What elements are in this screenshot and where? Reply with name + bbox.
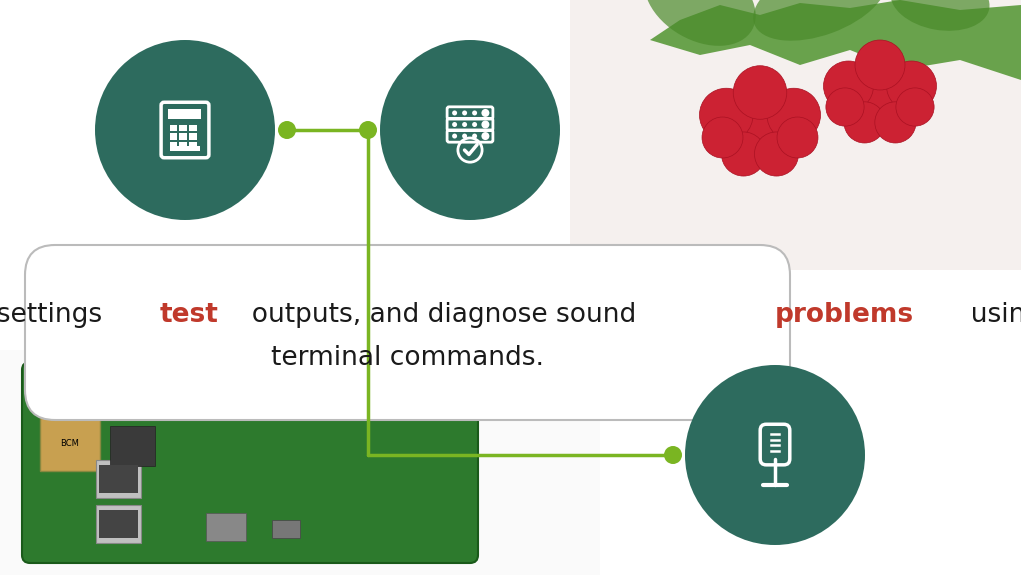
- Bar: [190, 133, 197, 140]
- Text: using: using: [955, 302, 1021, 328]
- Bar: [169, 133, 178, 140]
- Bar: [570, 0, 1021, 270]
- Bar: [272, 520, 300, 538]
- Circle shape: [481, 109, 489, 117]
- Bar: [99, 465, 138, 493]
- Circle shape: [767, 88, 821, 142]
- Text: terminal commands.: terminal commands.: [271, 345, 544, 371]
- Bar: [110, 426, 155, 466]
- Bar: [162, 375, 329, 403]
- Circle shape: [826, 88, 864, 126]
- Circle shape: [824, 61, 874, 111]
- Bar: [96, 460, 141, 498]
- Circle shape: [844, 102, 885, 143]
- Bar: [169, 125, 178, 131]
- Ellipse shape: [753, 0, 887, 41]
- Bar: [180, 142, 187, 149]
- Circle shape: [452, 122, 457, 127]
- Circle shape: [380, 40, 560, 220]
- Text: test: test: [159, 302, 218, 328]
- Circle shape: [481, 121, 489, 128]
- Circle shape: [481, 132, 489, 140]
- Circle shape: [472, 133, 477, 139]
- Circle shape: [702, 117, 743, 158]
- Bar: [180, 125, 187, 131]
- Circle shape: [452, 110, 457, 116]
- Bar: [168, 109, 201, 119]
- Bar: [190, 125, 197, 131]
- Bar: [0, 350, 600, 575]
- Circle shape: [875, 102, 916, 143]
- Text: outputs, and diagnose sound: outputs, and diagnose sound: [236, 302, 653, 328]
- FancyBboxPatch shape: [25, 245, 790, 420]
- Ellipse shape: [644, 0, 756, 46]
- Bar: [206, 513, 246, 541]
- Text: problems: problems: [775, 302, 914, 328]
- Bar: [40, 416, 100, 472]
- Circle shape: [472, 122, 477, 127]
- Bar: [99, 510, 138, 538]
- Bar: [169, 142, 178, 149]
- Circle shape: [463, 133, 467, 139]
- Circle shape: [722, 132, 766, 176]
- Circle shape: [729, 98, 791, 162]
- Ellipse shape: [890, 0, 989, 31]
- Circle shape: [777, 117, 818, 158]
- Circle shape: [733, 66, 787, 119]
- Text: BCM: BCM: [60, 439, 80, 448]
- Circle shape: [855, 40, 905, 90]
- Text: settings: settings: [0, 302, 119, 328]
- Bar: [180, 133, 187, 140]
- Circle shape: [472, 110, 477, 116]
- Bar: [169, 146, 200, 151]
- Bar: [96, 505, 141, 543]
- Circle shape: [755, 132, 798, 176]
- Bar: [190, 142, 197, 149]
- Circle shape: [699, 88, 753, 142]
- Circle shape: [895, 88, 934, 126]
- Circle shape: [850, 71, 910, 129]
- Circle shape: [463, 110, 467, 116]
- Circle shape: [278, 121, 296, 139]
- Circle shape: [685, 365, 865, 545]
- Polygon shape: [650, 0, 1021, 80]
- Circle shape: [95, 40, 275, 220]
- Circle shape: [463, 122, 467, 127]
- FancyBboxPatch shape: [22, 362, 478, 563]
- Circle shape: [886, 61, 936, 111]
- Circle shape: [664, 446, 682, 464]
- Circle shape: [359, 121, 377, 139]
- Circle shape: [452, 133, 457, 139]
